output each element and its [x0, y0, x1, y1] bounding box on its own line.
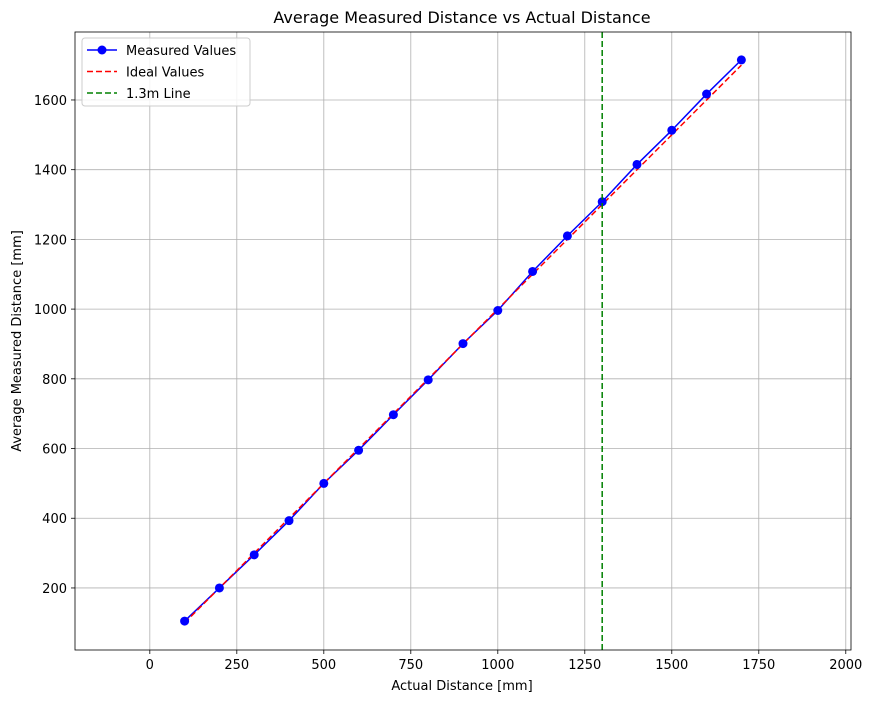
y-tick-label: 1400 [34, 164, 67, 179]
x-tick-label: 250 [224, 658, 249, 673]
x-tick-label: 1500 [655, 658, 688, 673]
y-tick-label: 400 [42, 512, 67, 527]
measured-point [493, 306, 503, 316]
plot-area: 0 250 500 750 1000 1250 1500 1750 2000 200 400 600 8… [34, 31, 862, 673]
x-axis-label: Actual Distance [mm] [391, 679, 532, 694]
chart-title: Average Measured Distance vs Actual Dist… [273, 8, 650, 27]
legend-entry-1300mm-label: 1.3m Line [126, 87, 191, 102]
y-tick-label: 800 [42, 373, 67, 388]
y-axis-label: Average Measured Distance [mm] [10, 230, 25, 452]
x-tick-label: 1750 [742, 658, 775, 673]
measured-point [354, 445, 364, 455]
measured-point [736, 55, 746, 65]
measured-point [319, 478, 329, 488]
legend-entry-measured-marker [97, 45, 107, 55]
ideal-values-line [184, 64, 742, 624]
legend-entry-measured-label: Measured Values [126, 44, 236, 59]
measured-point [562, 231, 572, 241]
measured-point [214, 583, 224, 593]
x-tick-label: 1000 [481, 658, 514, 673]
y-tick-label: 1600 [34, 94, 67, 109]
measured-point [667, 125, 677, 135]
measured-point [388, 410, 398, 420]
measured-point [702, 89, 712, 99]
y-tick-label: 1000 [34, 303, 67, 318]
measured-point [632, 159, 642, 169]
measured-point [284, 516, 294, 526]
measured-point [458, 339, 468, 349]
x-tick-label: 2000 [829, 658, 862, 673]
x-tick-label: 0 [146, 658, 154, 673]
measured-point [249, 550, 259, 560]
axes-frame [74, 31, 852, 651]
x-tick-label: 500 [311, 658, 336, 673]
x-tick-label: 750 [398, 658, 423, 673]
measured-point [528, 266, 538, 276]
measured-point [423, 375, 433, 385]
legend-box [81, 37, 251, 107]
measured-point [597, 197, 607, 207]
y-tick-label: 600 [42, 443, 67, 458]
y-tick-label: 1200 [34, 233, 67, 248]
x-tick-label: 1250 [568, 658, 601, 673]
y-tick-label: 200 [42, 582, 67, 597]
legend: Measured Values Ideal Values 1.3m Line [81, 37, 251, 107]
measured-point [180, 616, 190, 626]
legend-entry-ideal-label: Ideal Values [126, 66, 204, 81]
